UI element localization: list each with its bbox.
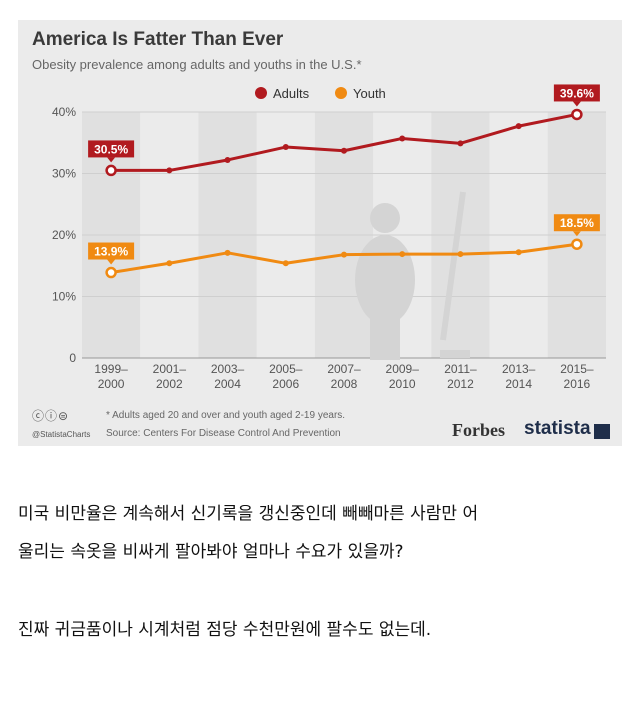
statista-logo-icon bbox=[594, 424, 610, 439]
y-axis: 0 10% 20% 30% 40% bbox=[52, 105, 76, 365]
data-label-pointer bbox=[572, 231, 581, 237]
data-point bbox=[105, 266, 117, 279]
data-point bbox=[282, 260, 289, 267]
x-tick-label: 2010 bbox=[389, 377, 416, 391]
data-point bbox=[224, 249, 231, 256]
data-label-pointer bbox=[107, 259, 116, 265]
data-point bbox=[105, 164, 117, 177]
x-tick-label: 2015– bbox=[560, 362, 594, 376]
x-tick-label: 2014 bbox=[505, 377, 532, 391]
x-tick-label: 2002 bbox=[156, 377, 183, 391]
legend-marker bbox=[255, 87, 267, 99]
x-tick-label: 2000 bbox=[98, 377, 125, 391]
statista-logo: statista bbox=[524, 418, 591, 439]
data-point bbox=[457, 251, 464, 258]
x-tick-label: 2005– bbox=[269, 362, 303, 376]
data-point bbox=[341, 251, 347, 258]
data-point bbox=[515, 123, 522, 130]
y-tick-label: 30% bbox=[52, 167, 76, 181]
legend-label: Adults bbox=[273, 86, 310, 101]
forbes-logo: Forbes bbox=[452, 420, 505, 440]
x-tick-label: 1999– bbox=[94, 362, 128, 376]
data-point bbox=[166, 167, 173, 174]
legend-marker bbox=[335, 87, 347, 99]
chart-subtitle: Obesity prevalence among adults and yout… bbox=[32, 57, 362, 72]
x-tick-label: 2011– bbox=[444, 362, 477, 376]
data-label: 39.6% bbox=[560, 86, 594, 100]
source-note: Source: Centers For Disease Control And … bbox=[106, 428, 341, 439]
x-tick-label: 2006 bbox=[272, 377, 299, 391]
line-chart: Adults Youth 0 10% 20% 30% 40% 1999–2000 2001–… bbox=[52, 84, 606, 391]
footnote: * Adults aged 20 and over and youth aged… bbox=[106, 410, 346, 421]
x-tick-label: 2012 bbox=[447, 377, 474, 391]
creative-commons-icon: ⓒⓘ⊜ bbox=[32, 409, 70, 423]
x-tick-label: 2016 bbox=[564, 377, 591, 391]
statista-handle: @StatistaCharts bbox=[32, 430, 91, 439]
gridlines bbox=[82, 111, 606, 359]
data-label-box bbox=[88, 140, 135, 158]
x-axis: 1999–2000 2001–2002 2003–2004 2005–2006 2007… bbox=[94, 362, 593, 391]
data-point bbox=[341, 147, 347, 154]
data-point bbox=[282, 144, 289, 151]
post-text-line-1: 미국 비만율은 계속해서 신기록을 갱신중인데 빼빼마른 사람만 어 bbox=[18, 504, 479, 524]
data-label-box bbox=[88, 242, 135, 260]
data-label: 30.5% bbox=[94, 142, 128, 156]
x-tick-label: 2008 bbox=[331, 377, 358, 391]
data-point bbox=[571, 238, 583, 250]
legend-label: Youth bbox=[353, 86, 386, 101]
data-point bbox=[571, 108, 583, 121]
x-tick-label: 2013– bbox=[502, 362, 536, 376]
data-label: 18.5% bbox=[560, 216, 594, 230]
scale-illustration bbox=[355, 191, 470, 360]
data-label-pointer bbox=[107, 157, 116, 163]
data-point bbox=[399, 251, 406, 258]
data-label-pointer bbox=[572, 101, 581, 107]
data-point bbox=[399, 135, 406, 142]
data-point bbox=[515, 249, 522, 256]
post-text-line-2: 울리는 속옷을 비싸게 팔아봐야 얼마나 수요가 있을까? bbox=[18, 542, 404, 562]
x-tick-label: 2004 bbox=[214, 377, 241, 391]
x-tick-label: 2009– bbox=[386, 362, 420, 376]
data-point bbox=[224, 156, 231, 163]
data-point bbox=[166, 260, 173, 267]
post-text-line-3: 진짜 귀금품이나 시계처럼 점당 수천만원에 팔수도 없는데. bbox=[18, 620, 432, 640]
y-tick-label: 0 bbox=[69, 351, 76, 365]
chart-card: Adults Youth 0 10% 20% 30% 40% 1999– 2000 2001–… bbox=[18, 20, 622, 446]
data-label-box bbox=[553, 214, 600, 232]
y-tick-label: 10% bbox=[52, 290, 76, 304]
y-tick-label: 20% bbox=[52, 228, 76, 242]
legend: Adults Youth bbox=[255, 86, 386, 101]
y-tick-label: 40% bbox=[52, 105, 76, 119]
x-tick-label: 2003– bbox=[211, 362, 245, 376]
data-label-box bbox=[553, 84, 600, 102]
data-label: 13.9% bbox=[94, 245, 128, 259]
chart-title: America Is Fatter Than Ever bbox=[32, 29, 284, 50]
series-layer: 30.5% 39.6% 13.9% 18.5% bbox=[88, 84, 600, 279]
x-tick-label: 2007– bbox=[327, 362, 361, 376]
data-point bbox=[457, 140, 464, 147]
x-tick-label: 2001– bbox=[153, 362, 187, 376]
